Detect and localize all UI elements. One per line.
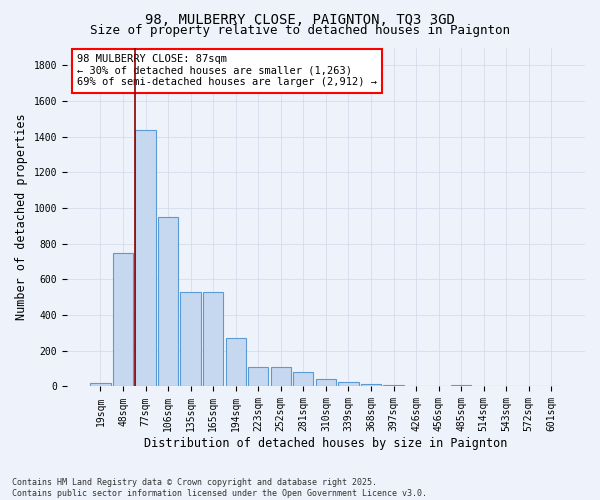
Text: 98 MULBERRY CLOSE: 87sqm
← 30% of detached houses are smaller (1,263)
69% of sem: 98 MULBERRY CLOSE: 87sqm ← 30% of detach… [77,54,377,88]
Text: Size of property relative to detached houses in Paignton: Size of property relative to detached ho… [90,24,510,37]
Bar [293,372,313,386]
Bar [316,380,336,386]
Bar [248,367,268,386]
Bar [113,252,133,386]
Text: Contains HM Land Registry data © Crown copyright and database right 2025.
Contai: Contains HM Land Registry data © Crown c… [12,478,427,498]
X-axis label: Distribution of detached houses by size in Paignton: Distribution of detached houses by size … [144,437,508,450]
Bar [181,292,201,386]
Bar [383,384,404,386]
Bar [451,384,471,386]
Y-axis label: Number of detached properties: Number of detached properties [15,114,28,320]
Bar [271,367,291,386]
Bar [338,382,359,386]
Bar [361,384,381,386]
Bar [91,383,110,386]
Bar [136,130,156,386]
Bar [158,217,178,386]
Bar [226,338,246,386]
Bar [203,292,223,386]
Text: 98, MULBERRY CLOSE, PAIGNTON, TQ3 3GD: 98, MULBERRY CLOSE, PAIGNTON, TQ3 3GD [145,12,455,26]
